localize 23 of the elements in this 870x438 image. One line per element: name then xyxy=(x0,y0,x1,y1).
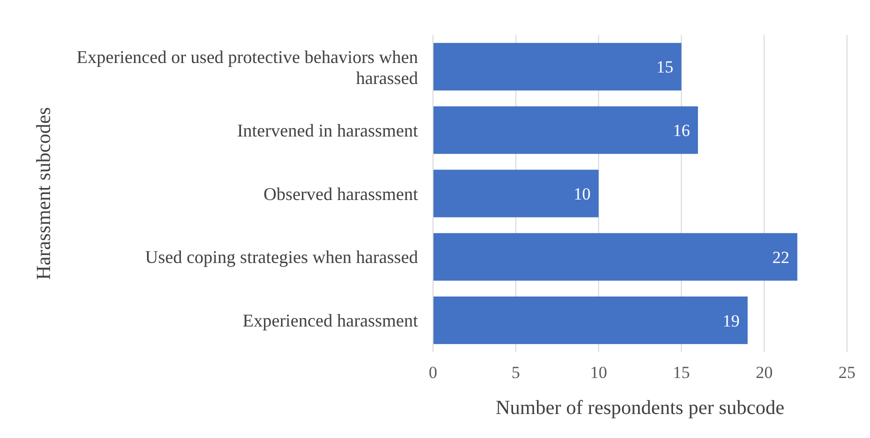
y-tick-label: Observed harassment xyxy=(264,184,418,204)
bar xyxy=(433,233,798,281)
x-tick-label: 0 xyxy=(428,363,438,382)
data-label: 16 xyxy=(672,121,690,140)
bar xyxy=(433,106,698,154)
bar xyxy=(433,42,682,90)
data-label: 22 xyxy=(772,248,790,267)
bar xyxy=(433,296,748,344)
x-tick-label: 20 xyxy=(756,363,773,382)
x-axis-title: Number of respondents per subcode xyxy=(496,397,785,419)
y-tick-label: Used coping strategies when harassed xyxy=(145,247,418,268)
y-axis-title: Harassment subcodes xyxy=(33,106,55,280)
y-tick-label: Experienced or used protective behaviors when harassed xyxy=(76,47,418,88)
data-label: 19 xyxy=(722,311,740,330)
y-tick-label: Intervened in harassment xyxy=(237,120,418,140)
x-tick-label: 25 xyxy=(838,363,856,382)
data-label: 15 xyxy=(656,58,674,77)
bar xyxy=(433,170,599,218)
x-tick-label: 15 xyxy=(672,363,690,382)
data-label: 10 xyxy=(574,184,591,204)
x-tick-label: 5 xyxy=(512,363,520,382)
x-tick-label: 10 xyxy=(590,363,608,382)
y-tick-label: Experienced harassment xyxy=(242,310,418,331)
